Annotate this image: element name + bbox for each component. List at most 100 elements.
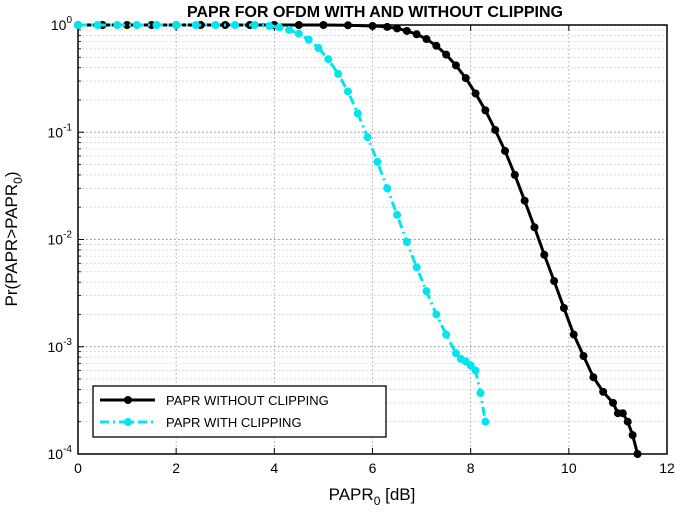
data-point xyxy=(623,417,632,426)
y-axis-label-suffix: ) xyxy=(2,171,21,177)
data-point xyxy=(324,55,333,64)
y-axis-label-sub: 0 xyxy=(11,177,25,184)
data-point xyxy=(501,146,510,155)
data-point xyxy=(368,21,377,30)
data-point xyxy=(466,361,475,370)
x-tick-label: 12 xyxy=(659,460,675,476)
data-point xyxy=(422,287,431,296)
data-point xyxy=(383,22,392,31)
x-axis-label-suffix: [dB] xyxy=(380,485,415,504)
data-point xyxy=(491,125,500,134)
legend-marker-with-clipping xyxy=(124,418,132,426)
x-tick-label: 2 xyxy=(172,460,180,476)
data-point xyxy=(432,310,441,319)
data-point xyxy=(285,25,294,34)
data-point xyxy=(250,21,259,29)
chart-title: PAPR FOR OFDM WITH AND WITHOUT CLIPPING xyxy=(187,4,563,21)
data-point xyxy=(599,387,608,396)
data-point xyxy=(442,50,451,59)
data-point xyxy=(265,21,274,30)
x-tick-label: 0 xyxy=(74,460,82,476)
axis-ticks: 0 2 4 6 8 10 12 100 10-1 10-2 10-3 10-4 xyxy=(48,15,675,476)
x-tick-label: 6 xyxy=(369,460,377,476)
data-point xyxy=(471,89,480,98)
legend-label-with-clipping: PAPR WITH CLIPPING xyxy=(166,415,302,430)
y-tick-label: 100 xyxy=(51,15,73,33)
data-point xyxy=(343,21,352,30)
data-point xyxy=(412,30,421,39)
data-point xyxy=(172,21,181,29)
series-0 xyxy=(74,21,642,458)
data-point xyxy=(74,21,82,29)
data-point xyxy=(559,303,568,312)
data-point xyxy=(294,29,303,38)
data-point xyxy=(540,250,549,259)
data-point xyxy=(231,21,240,29)
data-point xyxy=(633,450,642,458)
data-point xyxy=(481,417,490,426)
y-tick-label: 10-1 xyxy=(48,122,73,140)
data-point xyxy=(93,21,102,29)
data-point xyxy=(152,21,161,29)
y-axis-label: Pr(PAPR>PAPR0) xyxy=(2,171,25,306)
data-point xyxy=(451,61,460,70)
data-point xyxy=(402,237,411,246)
x-axis-label-sub: 0 xyxy=(374,494,381,508)
data-point xyxy=(319,21,328,29)
data-point xyxy=(363,133,372,142)
data-point xyxy=(304,35,313,44)
data-point xyxy=(569,330,578,339)
data-point xyxy=(113,21,122,29)
data-point xyxy=(393,210,402,219)
data-point xyxy=(211,21,220,29)
data-point xyxy=(132,21,141,29)
data-point xyxy=(191,21,200,29)
legend-label-without-clipping: PAPR WITHOUT CLIPPING xyxy=(166,393,329,408)
grid xyxy=(78,25,667,454)
legend-marker-without-clipping xyxy=(124,396,132,404)
data-point xyxy=(334,69,343,78)
data-point xyxy=(461,74,470,83)
data-point xyxy=(579,351,588,360)
data-point xyxy=(412,263,421,272)
data-point xyxy=(432,41,441,50)
data-point xyxy=(628,431,637,440)
data-point xyxy=(618,409,627,418)
series-1 xyxy=(74,21,490,426)
data-point xyxy=(442,330,451,339)
data-point xyxy=(353,109,362,118)
data-point xyxy=(476,389,485,398)
data-point xyxy=(481,106,490,115)
series xyxy=(74,21,642,458)
x-axis-label: PAPR0 [dB] xyxy=(329,485,416,508)
data-point xyxy=(314,44,323,53)
legend: PAPR WITHOUT CLIPPING PAPR WITH CLIPPING xyxy=(92,385,387,438)
data-point xyxy=(373,157,382,166)
y-tick-label: 10-2 xyxy=(48,230,73,248)
data-point xyxy=(520,196,529,205)
data-point xyxy=(422,35,431,44)
data-point xyxy=(471,366,480,375)
data-point xyxy=(550,277,559,286)
data-point xyxy=(393,24,402,33)
data-point xyxy=(609,398,618,407)
x-tick-label: 4 xyxy=(270,460,278,476)
y-tick-label: 10-4 xyxy=(48,444,73,462)
x-axis-label-base: PAPR xyxy=(329,485,374,504)
legend-box xyxy=(92,385,387,438)
data-point xyxy=(123,21,132,29)
data-point xyxy=(275,23,284,32)
data-point xyxy=(402,26,411,35)
x-tick-label: 8 xyxy=(467,460,475,476)
data-point xyxy=(383,184,392,193)
data-point xyxy=(294,21,303,29)
data-point xyxy=(451,349,460,358)
y-axis-label-prefix: Pr(PAPR>PAPR xyxy=(2,184,21,307)
x-tick-label: 10 xyxy=(561,460,577,476)
y-tick-label: 10-3 xyxy=(48,337,73,355)
data-point xyxy=(510,170,519,179)
data-point xyxy=(343,87,352,96)
data-point xyxy=(589,373,598,382)
